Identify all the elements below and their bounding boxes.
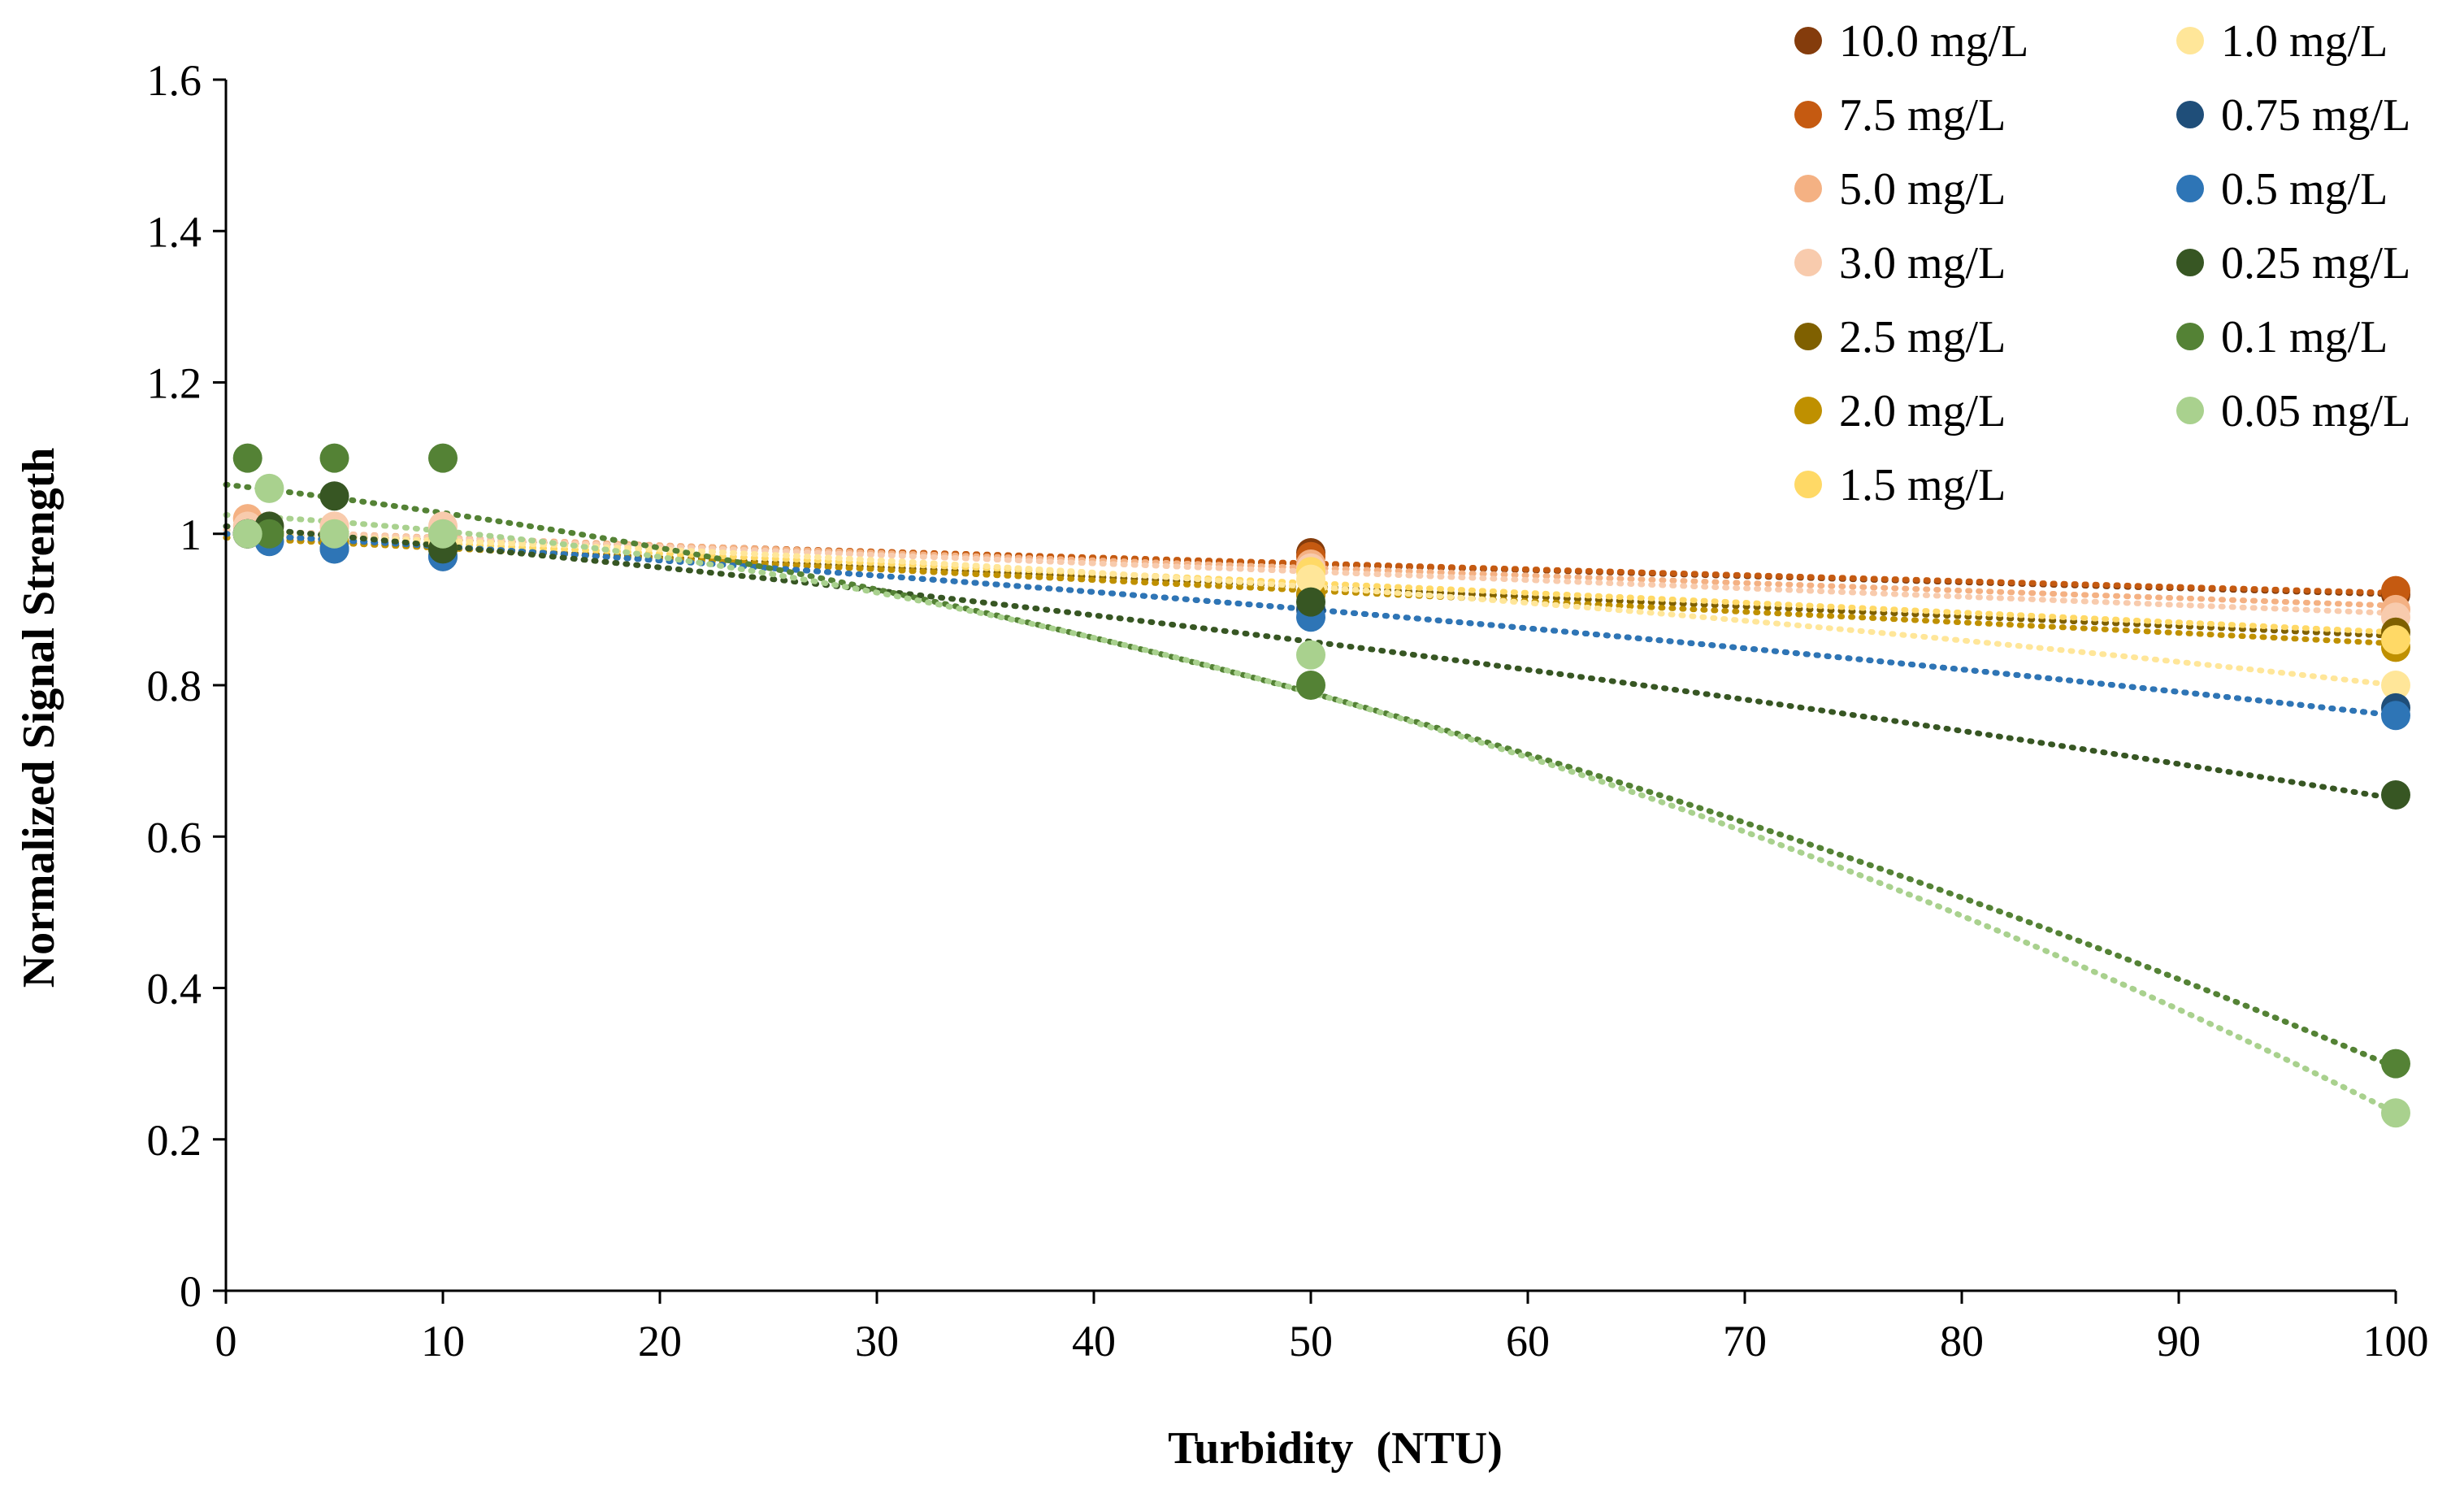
y-tick-label: 0 [180, 1267, 202, 1316]
legend-label: 5.0 mg/L [1839, 164, 2006, 215]
legend-marker [1794, 397, 1822, 424]
legend-item: 3.0 mg/L [1794, 238, 2006, 289]
legend-marker [2176, 27, 2204, 54]
legend-item: 0.1 mg/L [2176, 312, 2388, 363]
legend-item: 0.5 mg/L [2176, 164, 2388, 215]
data-point [1296, 587, 1325, 617]
y-tick-label: 1 [180, 510, 202, 559]
legend-marker [2176, 249, 2204, 276]
legend-marker [1794, 175, 1822, 202]
x-tick-label: 100 [2363, 1317, 2429, 1366]
x-axis-title: Turbidity (NTU) [1168, 1423, 1503, 1474]
legend-marker [2176, 101, 2204, 128]
legend-label: 0.75 mg/L [2221, 90, 2410, 141]
x-ticks: 0 10 20 30 40 50 60 70 80 90 100 [215, 1291, 2429, 1366]
y-tick-label: 1.4 [147, 207, 202, 256]
x-tick-label: 70 [1723, 1317, 1767, 1366]
data-point [1296, 640, 1325, 670]
legend-label: 3.0 mg/L [1839, 238, 2006, 289]
x-tick-label: 90 [2157, 1317, 2201, 1366]
x-tick-label: 0 [215, 1317, 237, 1366]
y-axis-title: Normalized Signal Strength [14, 448, 64, 988]
legend-label: 0.05 mg/L [2221, 386, 2410, 436]
x-tick-label: 10 [421, 1317, 465, 1366]
legend-marker [1794, 471, 1822, 498]
x-tick-label: 20 [638, 1317, 682, 1366]
data-point [2381, 1098, 2410, 1128]
legend-marker [1794, 249, 1822, 276]
data-point [232, 443, 262, 473]
x-tick-label: 50 [1289, 1317, 1333, 1366]
x-tick-label: 30 [855, 1317, 899, 1366]
legend-label: 0.25 mg/L [2221, 238, 2410, 289]
data-point [232, 519, 262, 549]
legend-label: 2.0 mg/L [1839, 386, 2006, 436]
y-tick-label: 0.8 [147, 662, 202, 710]
legend-label: 10.0 mg/L [1839, 16, 2028, 67]
legend-item: 10.0 mg/L [1794, 16, 2028, 67]
legend-label: 0.1 mg/L [2221, 312, 2388, 363]
data-points [232, 443, 2410, 1128]
data-point [1296, 564, 1325, 594]
data-point [2381, 780, 2410, 810]
legend-label: 1.0 mg/L [2221, 16, 2388, 67]
legend-item: 7.5 mg/L [1794, 90, 2006, 141]
y-ticks: 0 0.2 0.4 0.6 0.8 1 1.2 1.4 1.6 [147, 56, 226, 1316]
x-tick-label: 40 [1072, 1317, 1116, 1366]
legend-item: 5.0 mg/L [1794, 164, 2006, 215]
legend-marker [2176, 323, 2204, 350]
legend-label: 2.5 mg/L [1839, 312, 2006, 363]
legend-marker [2176, 397, 2204, 424]
y-tick-label: 1.6 [147, 56, 202, 105]
legend-label: 7.5 mg/L [1839, 90, 2006, 141]
y-tick-label: 0.4 [147, 965, 202, 1014]
data-point [428, 519, 458, 549]
data-point [1296, 671, 1325, 700]
y-tick-label: 0.6 [147, 813, 202, 862]
legend-item: 1.5 mg/L [1794, 460, 2006, 510]
legend-item: 0.25 mg/L [2176, 238, 2410, 289]
legend-item: 0.75 mg/L [2176, 90, 2410, 141]
legend-marker [1794, 323, 1822, 350]
legend: 10.0 mg/L 7.5 mg/L 5.0 mg/L 3.0 mg/L 2.5 mg/… [1794, 16, 2410, 510]
data-point [2381, 625, 2410, 655]
legend-item: 2.5 mg/L [1794, 312, 2006, 363]
data-point [254, 473, 284, 503]
legend-item: 0.05 mg/L [2176, 386, 2410, 436]
legend-marker [2176, 175, 2204, 202]
data-point [2381, 671, 2410, 700]
data-point [2381, 1049, 2410, 1079]
data-point [319, 443, 349, 473]
legend-label: 0.5 mg/L [2221, 164, 2388, 215]
y-tick-label: 0.2 [147, 1116, 202, 1165]
legend-marker [1794, 101, 1822, 128]
y-tick-label: 1.2 [147, 359, 202, 408]
x-tick-label: 60 [1506, 1317, 1550, 1366]
legend-item: 2.0 mg/L [1794, 386, 2006, 436]
data-point [2381, 701, 2410, 731]
legend-item: 1.0 mg/L [2176, 16, 2388, 67]
data-point [319, 519, 349, 549]
data-point [319, 481, 349, 511]
x-tick-label: 80 [1940, 1317, 1984, 1366]
legend-marker [1794, 27, 1822, 54]
data-point [254, 519, 284, 549]
legend-label: 1.5 mg/L [1839, 460, 2006, 510]
data-point [428, 443, 458, 473]
